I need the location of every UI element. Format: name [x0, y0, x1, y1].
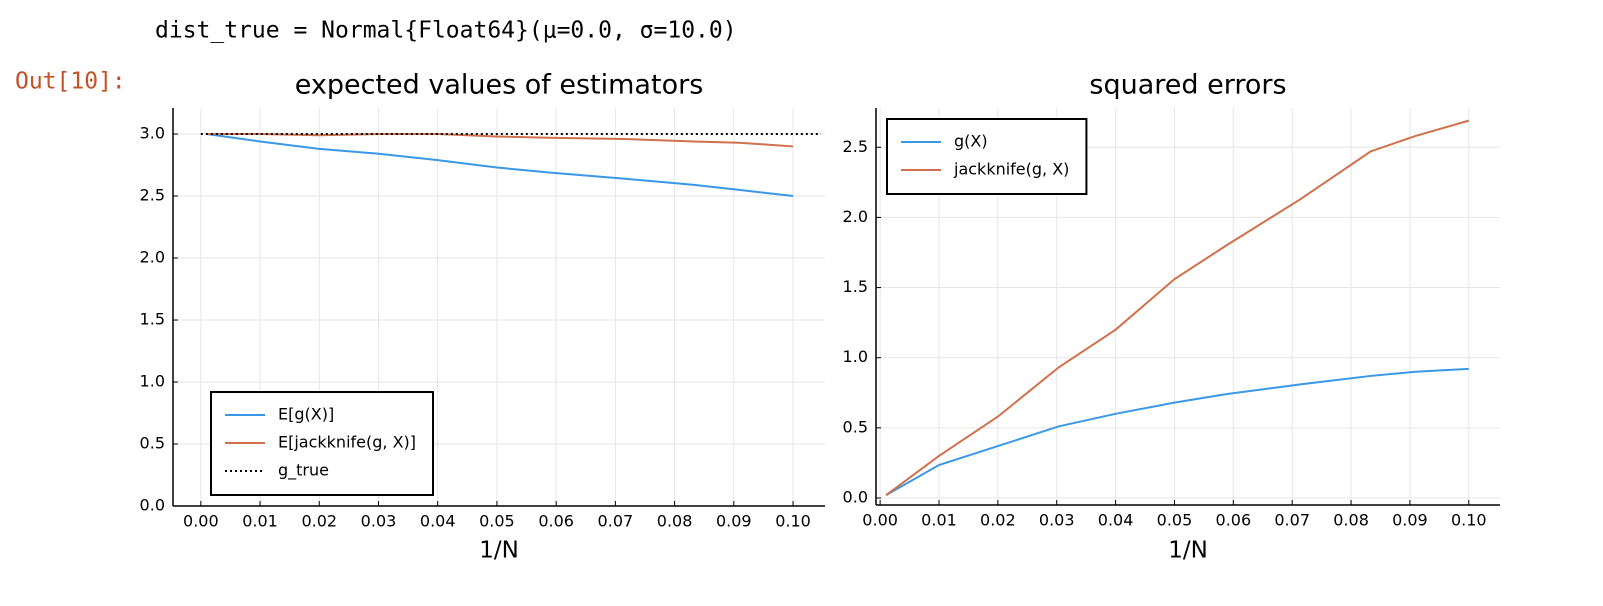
x-tick-label: 0.07	[598, 512, 634, 531]
x-tick-label: 0.01	[921, 511, 957, 530]
x-tick-label: 0.01	[242, 512, 278, 531]
x-tick-label: 0.06	[538, 512, 574, 531]
x-tick-label: 0.00	[862, 511, 898, 530]
legend-label: g_true	[278, 461, 329, 481]
x-tick-label: 0.08	[657, 512, 693, 531]
y-tick-label: 0.5	[843, 417, 868, 436]
output-prompt: Out[10]:	[15, 69, 126, 95]
x-axis-label: 1/N	[1168, 538, 1208, 564]
y-tick-label: 2.0	[843, 207, 868, 226]
x-tick-label: 0.02	[301, 512, 337, 531]
legend-label: jackknife(g, X)	[953, 160, 1069, 179]
x-tick-label: 0.03	[361, 512, 397, 531]
series-line	[206, 133, 794, 148]
legend-box	[886, 118, 1088, 195]
chart-title: squared errors	[1089, 70, 1286, 101]
y-tick-label: 2.0	[140, 248, 165, 267]
y-tick-label: 0.0	[843, 487, 868, 506]
y-tick-label: 0.5	[140, 434, 165, 453]
code-line: dist_true = Normal{Float64}(μ=0.0, σ=10.…	[155, 18, 737, 44]
legend-label: g(X)	[954, 132, 988, 151]
x-axis-label: 1/N	[479, 538, 519, 564]
x-tick-label: 0.03	[1039, 511, 1075, 530]
y-tick-label: 1.0	[843, 347, 868, 366]
y-tick-label: 2.5	[843, 137, 868, 156]
series-line	[885, 119, 1470, 496]
y-tick-label: 1.5	[140, 310, 165, 329]
x-tick-label: 0.07	[1274, 511, 1310, 530]
x-tick-label: 0.10	[1451, 511, 1487, 530]
series-line	[206, 133, 794, 198]
x-tick-label: 0.05	[1157, 511, 1193, 530]
y-tick-label: 2.5	[140, 186, 165, 205]
y-tick-label: 1.0	[140, 372, 165, 391]
x-tick-label: 0.10	[775, 512, 811, 531]
legend-label: E[g(X)]	[278, 405, 334, 424]
y-tick-label: 3.0	[140, 124, 165, 143]
x-tick-label: 0.06	[1216, 511, 1252, 530]
x-tick-label: 0.09	[1392, 511, 1428, 530]
y-tick-label: 1.5	[843, 277, 868, 296]
y-tick-label: 0.0	[140, 496, 165, 515]
x-tick-label: 0.08	[1333, 511, 1369, 530]
chart-title: expected values of estimators	[295, 70, 704, 101]
legend-label: E[jackknife(g, X)]	[278, 433, 416, 452]
x-tick-label: 0.02	[980, 511, 1016, 530]
x-tick-label: 0.00	[183, 512, 219, 531]
x-tick-label: 0.09	[716, 512, 752, 531]
x-tick-label: 0.05	[479, 512, 515, 531]
x-tick-label: 0.04	[1098, 511, 1134, 530]
x-tick-label: 0.04	[420, 512, 456, 531]
series-line	[885, 367, 1469, 497]
